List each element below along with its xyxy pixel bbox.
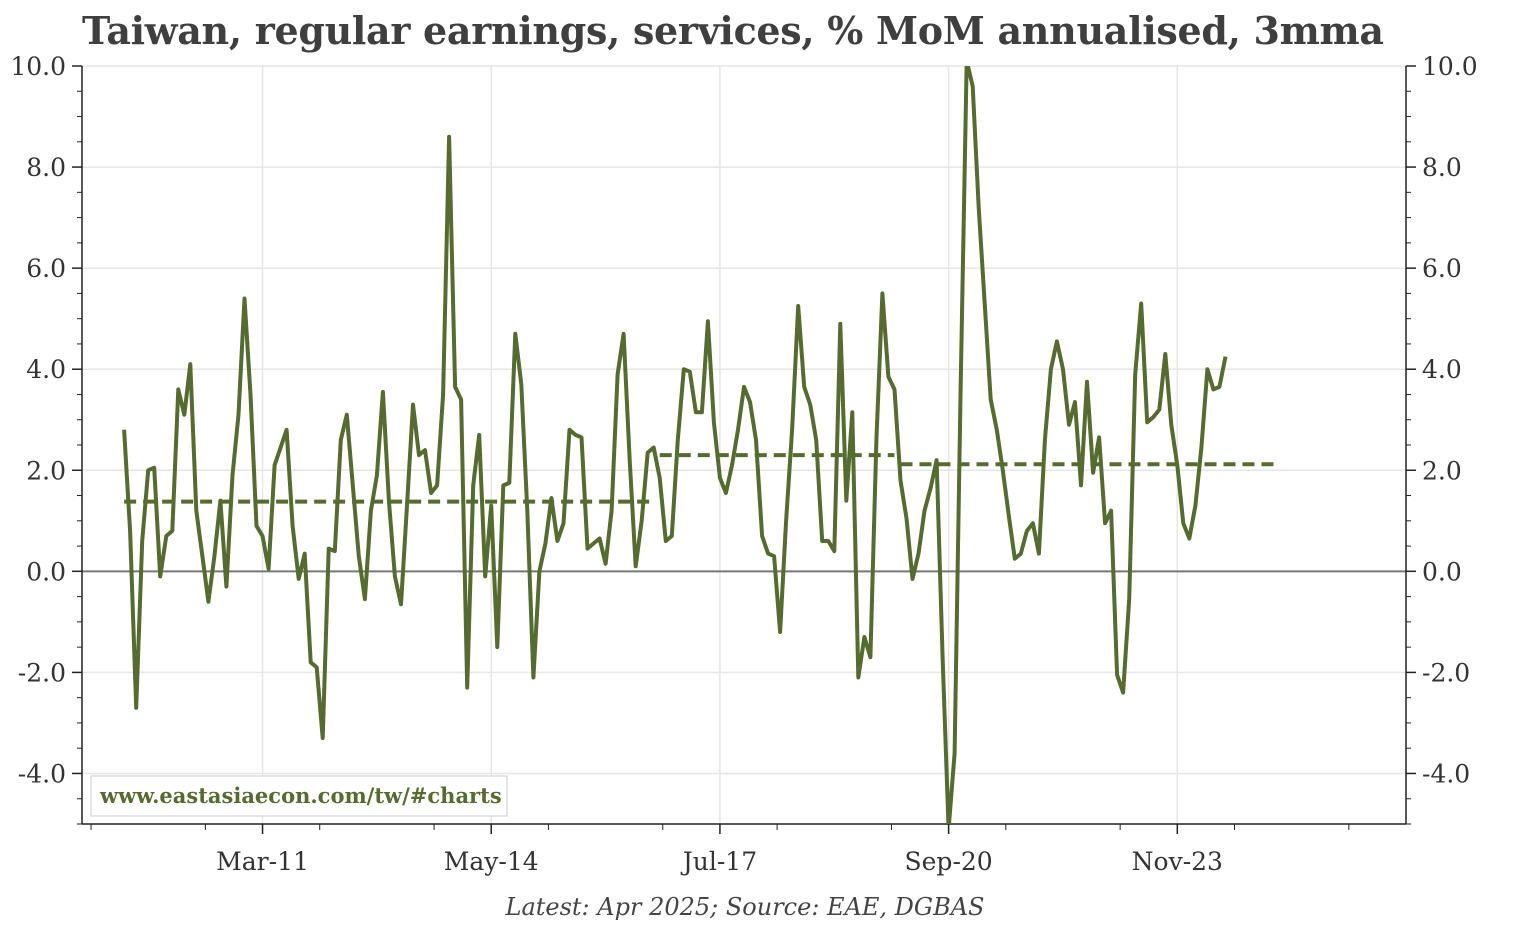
- y-tick-label-left: -4.0: [18, 759, 66, 788]
- y-tick-label-left: -2.0: [18, 658, 66, 687]
- average-lines: [124, 453, 1280, 504]
- y-tick-label-right: 2.0: [1422, 456, 1462, 485]
- chart-footer: Latest: Apr 2025; Source: EAE, DGBAS: [505, 893, 985, 921]
- watermark-text: www.eastasiaecon.com/tw/#charts: [99, 783, 502, 808]
- y-tick-label-left: 2.0: [26, 456, 66, 485]
- series-line: [122, 66, 1228, 824]
- y-tick-label-right: 6.0: [1422, 254, 1462, 283]
- y-tick-label-left: 4.0: [26, 355, 66, 384]
- y-tick-label-left: 6.0: [26, 254, 66, 283]
- watermark: www.eastasiaecon.com/tw/#charts: [90, 775, 508, 817]
- y-tick-label-left: 0.0: [26, 557, 66, 586]
- y-tick-label-right: 0.0: [1422, 557, 1462, 586]
- y-tick-label-left: 8.0: [26, 153, 66, 182]
- x-tick-label: Mar-11: [216, 847, 309, 876]
- x-tick-label: May-14: [444, 847, 539, 876]
- series-layer: [122, 66, 1228, 824]
- y-tick-label-left: 10.0: [10, 52, 66, 81]
- x-tick-label: Nov-23: [1132, 847, 1223, 876]
- y-tick-label-right: 10.0: [1422, 52, 1478, 81]
- axes: -4.0 -4.0 -2.0 -2.0 0.0 0.0 2.0 2.0 4.0 4.0 6.0 6.0…: [10, 52, 1477, 876]
- watermark-box: [90, 775, 508, 817]
- y-tick-label-right: -2.0: [1422, 658, 1470, 687]
- x-tick-label: Sep-20: [905, 847, 993, 876]
- y-tick-label-right: -4.0: [1422, 759, 1470, 788]
- y-tick-label-right: 4.0: [1422, 355, 1462, 384]
- x-tick-label: Jul-17: [680, 847, 757, 876]
- gridlines: [82, 65, 1406, 824]
- chart-title: Taiwan, regular earnings, services, % Mo…: [82, 8, 1384, 53]
- y-tick-label-right: 8.0: [1422, 153, 1462, 182]
